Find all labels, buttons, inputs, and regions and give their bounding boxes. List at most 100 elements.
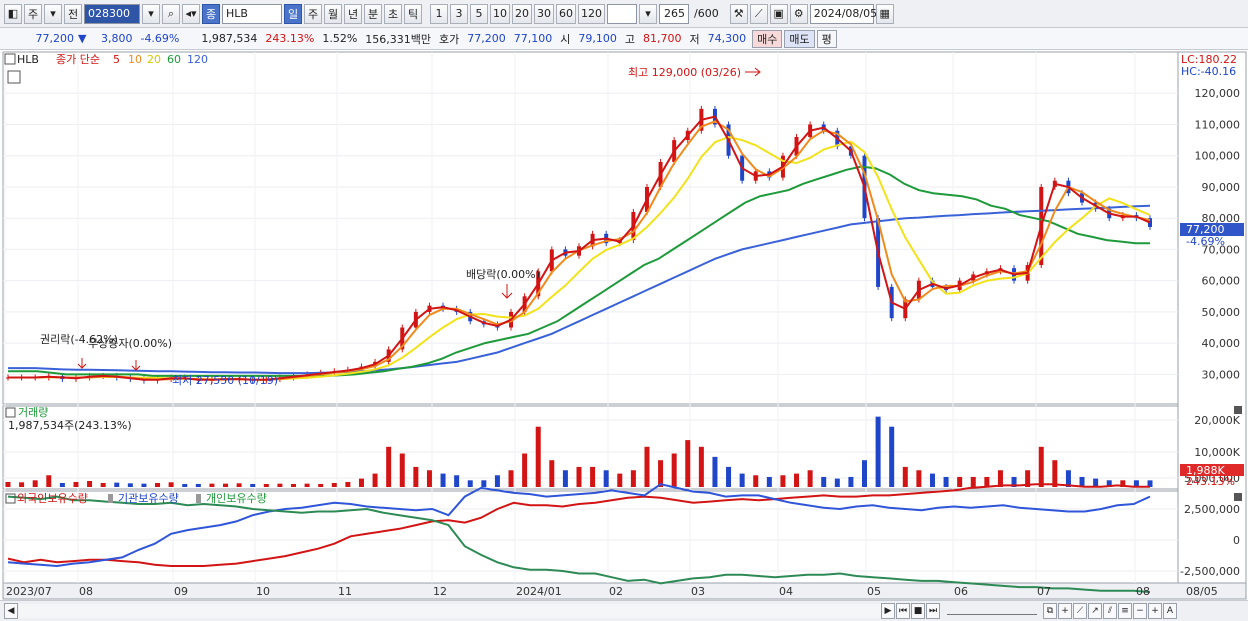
- line-tool-icon[interactable]: ⟋: [1073, 603, 1087, 619]
- low-note: 최저 27,550 (10/19): [172, 374, 278, 387]
- volume-last: 1,988K: [1186, 464, 1225, 477]
- volume-bar: [1052, 460, 1058, 487]
- period-minute[interactable]: 분: [364, 3, 382, 24]
- date-input[interactable]: 2024/08/05: [809, 3, 877, 24]
- drawing-icon[interactable]: ⟋: [749, 3, 768, 24]
- crosshair-icon[interactable]: +: [1058, 603, 1072, 619]
- volume-bar: [644, 446, 650, 487]
- volume-bar: [576, 466, 582, 487]
- fib-tool-icon[interactable]: ≡: [1118, 603, 1132, 619]
- table-icon[interactable]: [7, 70, 21, 84]
- period-tick[interactable]: 틱: [404, 3, 422, 24]
- volume-bar: [535, 426, 541, 487]
- dividend-arrow-icon: [501, 284, 513, 299]
- high-price: 81,700: [643, 32, 682, 45]
- volume-bar: [753, 475, 759, 487]
- volume-bar: [345, 481, 351, 487]
- x-tick-label: 10: [256, 585, 270, 598]
- interval-5[interactable]: 5: [470, 3, 488, 24]
- price-panel[interactable]: [2, 51, 1179, 405]
- scroll-left-icon[interactable]: ◀: [4, 603, 18, 619]
- volume-bar: [399, 453, 405, 487]
- custom-interval-dropdown-icon[interactable]: ▾: [639, 3, 657, 24]
- volume-bar: [630, 470, 636, 487]
- interval-10[interactable]: 10: [490, 3, 510, 24]
- text-tool-icon[interactable]: A: [1163, 603, 1177, 619]
- minus-icon[interactable]: −: [1133, 603, 1147, 619]
- volume-bar: [19, 482, 25, 487]
- volume-bar: [902, 466, 908, 487]
- compare-icon[interactable]: ⧉: [1043, 603, 1057, 619]
- interval-30[interactable]: 30: [534, 3, 554, 24]
- volume-bar: [671, 453, 677, 487]
- scroll-right-icon[interactable]: ▶: [881, 603, 895, 619]
- legend-ma20: 20: [147, 53, 161, 66]
- volume-panel-close-icon[interactable]: [1234, 406, 1242, 414]
- volume-bar: [304, 483, 310, 487]
- volume-bar: [1093, 478, 1099, 487]
- last-page-icon[interactable]: ⏭: [926, 603, 940, 619]
- interval-3[interactable]: 3: [450, 3, 468, 24]
- holding-panel-close-icon[interactable]: [1234, 493, 1242, 501]
- first-page-icon[interactable]: ⏮: [896, 603, 910, 619]
- institution-line: [7, 483, 1151, 568]
- prev-button[interactable]: 전: [64, 3, 82, 24]
- custom-interval-input[interactable]: [607, 3, 637, 24]
- period-month[interactable]: 월: [324, 3, 342, 24]
- zoom-slider[interactable]: [947, 607, 1037, 615]
- volume-bar: [739, 473, 745, 487]
- sell-button[interactable]: 매도: [784, 29, 815, 48]
- legend-title: HLB: [17, 53, 39, 66]
- period-year[interactable]: 년: [344, 3, 362, 24]
- low-label: 저: [689, 32, 700, 46]
- interval-120[interactable]: 120: [578, 3, 605, 24]
- plus-icon[interactable]: +: [1148, 603, 1162, 619]
- volume-bar: [372, 473, 378, 487]
- last-pct: -4.69%: [1186, 235, 1225, 248]
- period-week[interactable]: 주: [304, 3, 322, 24]
- count-input[interactable]: 265: [659, 3, 689, 24]
- volume-bar: [1011, 476, 1017, 487]
- volume-ratio: 243.13%: [265, 32, 315, 45]
- panel-icon[interactable]: ◧: [4, 3, 22, 24]
- volume-bar: [875, 416, 881, 487]
- stock-name: HLB: [222, 3, 282, 24]
- calendar-icon[interactable]: ▦: [875, 3, 894, 24]
- volume-bar: [658, 460, 664, 487]
- scroll-track[interactable]: [19, 604, 881, 618]
- period-day[interactable]: 일: [284, 3, 302, 24]
- code-input[interactable]: 028300: [84, 3, 140, 24]
- price-tick-label: 100,000: [1195, 150, 1241, 163]
- trend-tool-icon[interactable]: ↗: [1088, 603, 1102, 619]
- volume-bar: [889, 426, 895, 487]
- volume-bar: [794, 473, 800, 487]
- save-icon[interactable]: ▣: [769, 3, 788, 24]
- speaker-icon[interactable]: ◂▾: [182, 3, 200, 24]
- market-dropdown-icon[interactable]: ▾: [44, 3, 62, 24]
- last-price: 77,200: [1186, 223, 1225, 236]
- buy-button[interactable]: 매수: [752, 29, 783, 48]
- period-second[interactable]: 초: [384, 3, 402, 24]
- chart-area[interactable]: 120,000 110,000 100,000 90,000 80,000 70,000 6…: [0, 50, 1248, 600]
- eval-button[interactable]: 평: [816, 29, 837, 48]
- x-tick-label: 03: [691, 585, 705, 598]
- foreign-line: [7, 483, 1150, 567]
- market-tab[interactable]: 주: [24, 3, 42, 24]
- x-tick-label: 2024/01: [516, 585, 562, 598]
- interval-1[interactable]: 1: [430, 3, 448, 24]
- volume: 1,987,534: [201, 32, 258, 45]
- stop-icon[interactable]: ■: [911, 603, 925, 619]
- price-tick-label: 120,000: [1195, 87, 1241, 100]
- search-icon[interactable]: ⌕: [162, 3, 180, 24]
- bottom-scrollbar[interactable]: ◀ ▶ ⏮ ■ ⏭ ⧉ + ⟋ ↗ ⫽ ≡ − + A: [0, 600, 1248, 621]
- volume-bar: [766, 476, 772, 487]
- code-dropdown-icon[interactable]: ▾: [142, 3, 160, 24]
- indicator-icon[interactable]: ⚒: [729, 3, 748, 24]
- volume-bar: [386, 446, 392, 487]
- interval-60[interactable]: 60: [556, 3, 576, 24]
- channel-tool-icon[interactable]: ⫽: [1103, 603, 1117, 619]
- settings-icon[interactable]: ⚙: [789, 3, 808, 24]
- interval-20[interactable]: 20: [512, 3, 532, 24]
- price-legend: HLB 종가 단순 5 10 20 60 120: [4, 53, 208, 84]
- volume-bar: [358, 478, 364, 487]
